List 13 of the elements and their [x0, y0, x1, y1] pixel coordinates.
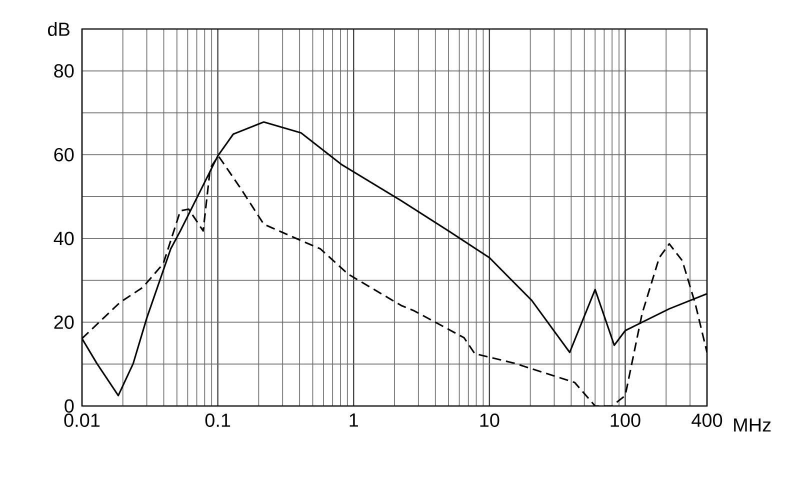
y-tick-label: 20 [54, 315, 74, 329]
x-tick-label: 1 [350, 414, 358, 427]
y-tick-label: 40 [54, 232, 74, 246]
y-axis-title: dB [48, 22, 70, 36]
x-axis-title: MHz [734, 418, 771, 432]
x-tick-label: 10 [480, 414, 500, 427]
x-tick-label: 0.01 [64, 414, 100, 427]
y-tick-label: 80 [54, 64, 74, 78]
x-tick-label: 100 [610, 414, 640, 427]
x-tick-label: 0.1 [205, 414, 230, 427]
y-tick-label: 60 [54, 148, 74, 162]
y-tick-label: 0 [64, 399, 74, 413]
x-tick-label: 400 [692, 414, 722, 427]
